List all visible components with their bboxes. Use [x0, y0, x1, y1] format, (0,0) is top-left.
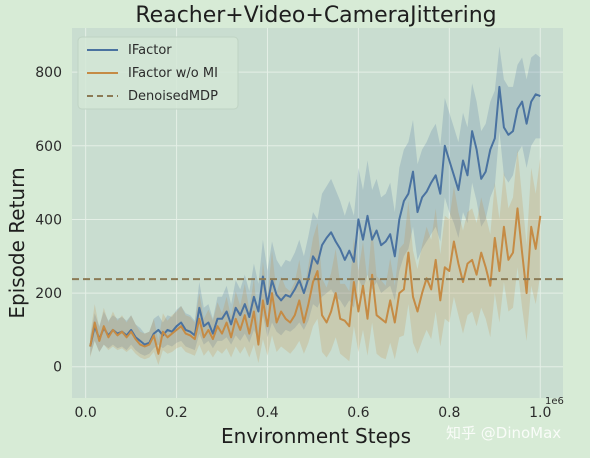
x-tick-label: 1.0 — [529, 405, 551, 421]
x-axis-label: Environment Steps — [221, 424, 411, 448]
x-axis-multiplier: 1e6 — [545, 396, 564, 407]
y-axis-label: Episode Return — [5, 167, 29, 318]
tick-labels: 0.0 0.2 0.4 0.6 0.8 1.0 0 200 400 600 800 — [35, 65, 551, 421]
legend: IFactor IFactor w/o MI DenoisedMDP — [77, 36, 239, 110]
y-tick-label: 400 — [35, 212, 62, 228]
y-tick-label: 600 — [35, 139, 62, 155]
confidence-band-ifactor-wo-mi — [90, 149, 541, 365]
watermark: 知乎 @DinoMax — [446, 424, 561, 442]
series-line-ifactor-wo-mi — [89, 207, 542, 355]
grid-lines — [72, 28, 563, 398]
y-tick-label: 200 — [35, 286, 62, 302]
series-line-ifactor — [89, 85, 541, 347]
x-tick-label: 0.8 — [438, 405, 460, 421]
series-lines — [72, 85, 563, 355]
y-tick-label: 800 — [35, 65, 62, 81]
x-tick-label: 0.6 — [347, 405, 369, 421]
legend-label-denoisedmdp: DenoisedMDP — [128, 89, 218, 104]
legend-label-ifactor-wo-mi: IFactor w/o MI — [128, 66, 218, 81]
x-tick-label: 0.2 — [165, 405, 187, 421]
legend-box — [77, 36, 239, 110]
x-tick-label: 0.0 — [75, 405, 97, 421]
chart-title: Reacher+Video+CameraJittering — [135, 3, 496, 28]
confidence-bands — [90, 46, 541, 365]
y-tick-label: 0 — [53, 360, 62, 376]
legend-label-ifactor: IFactor — [128, 43, 172, 58]
x-tick-label: 0.4 — [256, 405, 278, 421]
confidence-band-ifactor — [90, 46, 541, 356]
